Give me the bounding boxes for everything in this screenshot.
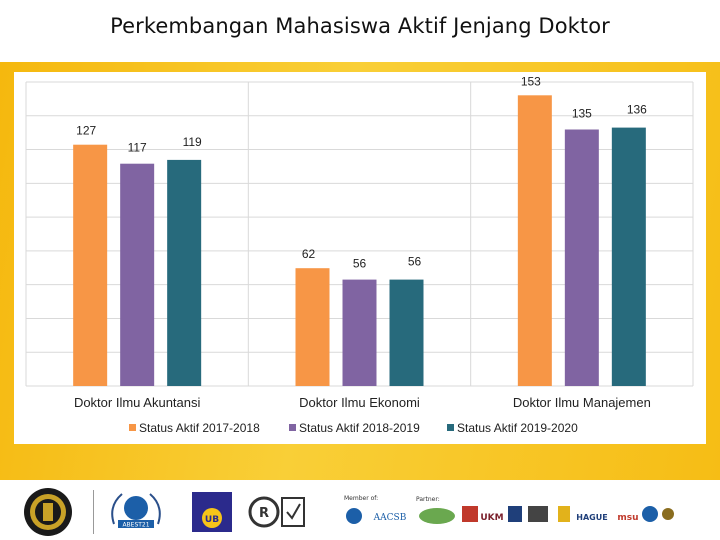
data-label: 56 [353,257,367,271]
x-tick-label: Doktor Ilmu Ekonomi [299,395,420,410]
footer [0,480,720,540]
hague-label: HAGUE [576,513,607,522]
footer-divider [93,490,94,534]
x-tick-label: Doktor Ilmu Manajemen [513,395,651,410]
member-logos-icon: Member of: AACSB [344,495,407,524]
bar [295,268,330,386]
x-tick-label: Doktor Ilmu Akuntansi [74,395,201,410]
legend-swatch [289,424,296,431]
ub-logo-icon: UB [192,492,232,532]
msu-label: msu [617,513,638,523]
data-label: 56 [408,255,422,269]
bar [389,279,424,386]
value-labels: 127 117 119 62 56 56 153 135 136 [76,74,647,270]
legend-label: Status Aktif 2018-2019 [299,421,420,435]
legend-swatch [447,424,454,431]
legend-label: Status Aktif 2019-2020 [457,421,578,435]
bar [517,95,552,387]
iso-certification-icon: R [248,496,305,528]
legend-swatch [129,424,136,431]
bar [120,163,155,386]
bar [611,127,646,386]
abest21-logo-icon: ABEST21 [111,493,161,529]
bar [73,144,108,386]
data-label: 117 [128,141,147,155]
legend-label: Status Aktif 2017-2018 [139,421,260,435]
aacsb-label: AACSB [373,513,407,523]
data-label: 62 [302,247,316,261]
abest-label: ABEST21 [122,522,149,529]
university-seal-icon [24,488,72,536]
member-label: Member of: [344,495,378,502]
svg-text:R: R [259,506,269,521]
svg-text:UB: UB [205,515,219,525]
bar [342,279,377,386]
legend: Status Aktif 2017-2018 Status Aktif 2018-… [129,421,578,435]
category-labels: Doktor Ilmu Akuntansi Doktor Ilmu Ekonomi… [74,395,651,410]
partner-logos-row-icon: UKM HAGUE msu [462,506,674,523]
bar [167,159,202,386]
bars [73,95,646,387]
data-label: 135 [572,107,592,121]
data-label: 127 [76,124,96,138]
page-title: Perkembangan Mahasiswa Aktif Jenjang Dok… [110,14,610,38]
data-label: 119 [183,135,202,149]
partner-logo-icon: Partner: [416,496,455,524]
bar [564,129,599,386]
data-label: 153 [521,74,541,88]
partner-label: Partner: [416,496,440,503]
ukm-label: UKM [480,513,503,523]
data-label: 136 [627,103,647,117]
